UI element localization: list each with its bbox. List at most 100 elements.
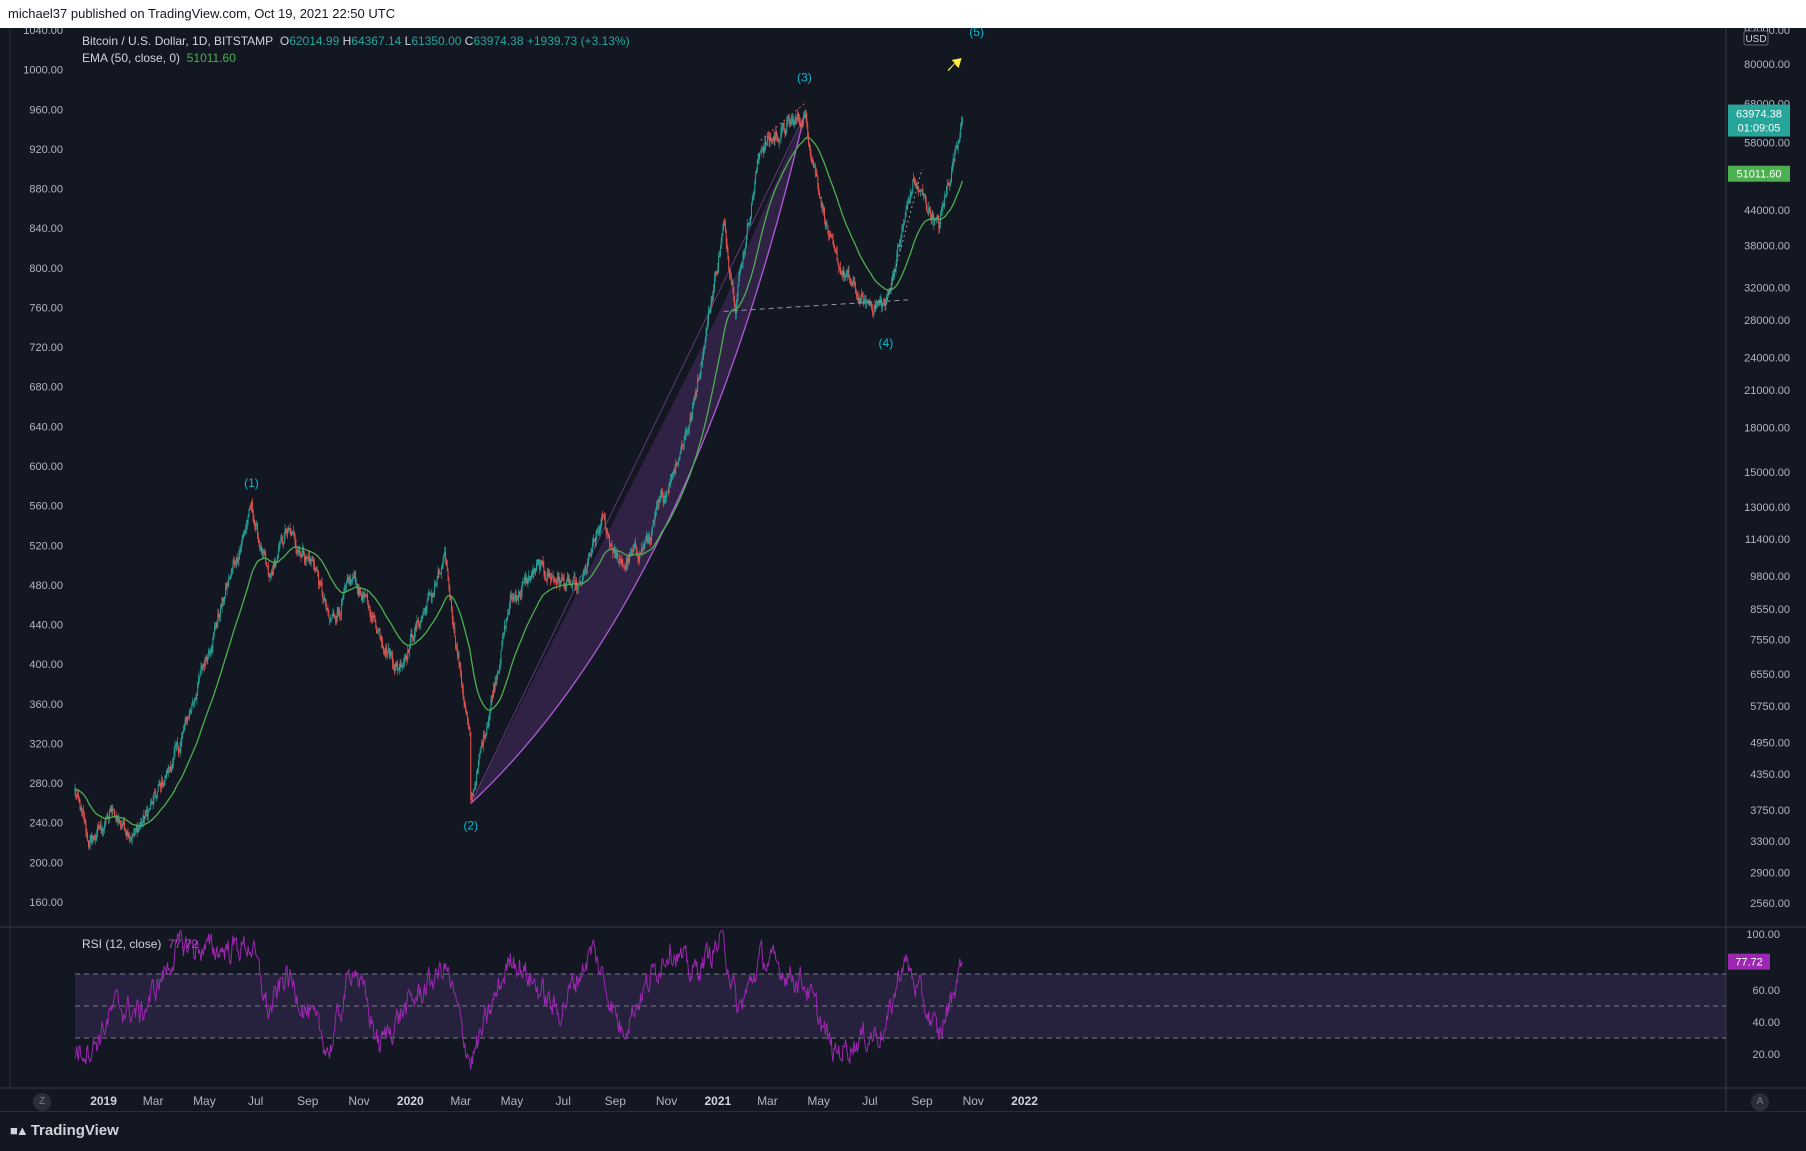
candle-body — [212, 639, 214, 650]
candle-body — [672, 473, 673, 478]
candle-body — [661, 490, 662, 495]
candle-body — [362, 594, 364, 598]
candle-body — [876, 304, 878, 306]
price-tick-label: 38000.00 — [1744, 241, 1790, 253]
candle-body — [373, 615, 375, 617]
ema-price-tag — [1728, 165, 1790, 182]
candle-body — [419, 625, 420, 627]
time-tick-label: Nov — [656, 1094, 677, 1108]
zoom-button[interactable]: Z — [33, 1093, 51, 1111]
candle-body — [850, 280, 852, 285]
candle-body — [231, 568, 233, 571]
ema-label[interactable]: EMA (50, close, 0) — [82, 51, 181, 65]
price-tick-label: 2560.00 — [1750, 898, 1790, 910]
candle-body — [699, 374, 701, 377]
rsi-label[interactable]: RSI (12, close) — [82, 937, 162, 951]
candle-body — [824, 208, 825, 219]
rsi-value-tag — [1728, 953, 1770, 970]
published-header: michael37 published on TradingView.com, … — [0, 0, 1806, 28]
candle-body — [293, 531, 295, 539]
candle-body — [856, 294, 858, 296]
candle-body — [421, 616, 423, 618]
candle-body — [959, 137, 961, 143]
candle-body — [687, 431, 689, 433]
candle-body — [650, 538, 652, 542]
candle-body — [743, 253, 745, 255]
candle-body — [321, 583, 323, 592]
ema-tag-value: 51011.60 — [1736, 169, 1781, 181]
candle-body — [223, 600, 225, 602]
candle-body — [232, 564, 234, 569]
candle-body — [770, 137, 772, 142]
candle-body — [882, 302, 884, 305]
candle-body — [777, 139, 779, 143]
auto-scale-button[interactable]: A — [1751, 1093, 1769, 1111]
candle-body — [950, 171, 952, 182]
candle-body — [916, 184, 918, 186]
symbol-name[interactable]: Bitcoin / U.S. Dollar, 1D, BITSTAMP — [82, 34, 274, 48]
candle-body — [361, 593, 362, 601]
candle-body — [543, 566, 545, 573]
candle-body — [643, 545, 645, 548]
candle-body — [224, 587, 226, 597]
candle-body — [164, 776, 166, 784]
candle-body — [793, 123, 795, 126]
candle-body — [134, 830, 136, 834]
candle-body — [244, 531, 246, 534]
currency-badge — [1743, 30, 1769, 46]
candle-body — [691, 414, 693, 420]
rsi-tick-label: 20.00 — [1752, 1049, 1780, 1061]
candle-body — [921, 190, 923, 191]
candle-body — [263, 552, 265, 553]
candle-body — [664, 494, 666, 499]
candle-body — [607, 532, 609, 534]
candle-body — [418, 622, 420, 627]
candle-body — [443, 556, 445, 562]
candle-body — [657, 503, 659, 505]
candle-body — [197, 683, 199, 694]
candle-body — [388, 648, 390, 656]
candle-body — [479, 752, 481, 755]
candle-body — [277, 549, 279, 555]
candle-body — [440, 568, 442, 574]
candle-body — [328, 611, 330, 618]
candle-body — [557, 576, 559, 578]
candle-body — [635, 543, 636, 548]
candle-body — [424, 608, 426, 611]
candle-body — [930, 214, 932, 222]
candle-body — [736, 296, 738, 304]
candle-body — [749, 222, 751, 224]
candle-body — [772, 136, 774, 140]
candle-body — [77, 794, 78, 797]
wave-label: (1) — [244, 476, 259, 490]
chart-canvas[interactable]: 92000.0080000.0068000.0058000.0044000.00… — [0, 28, 1806, 1111]
candle-body — [513, 597, 515, 601]
candle-body — [608, 536, 610, 544]
candle-body — [924, 195, 926, 202]
candle-body — [606, 532, 608, 534]
candle-body — [382, 642, 383, 648]
candle-body — [509, 595, 511, 605]
candle-body — [589, 554, 591, 556]
candle-body — [310, 558, 312, 561]
price-tick-label: 24000.00 — [1744, 353, 1790, 365]
candle-body — [932, 215, 934, 219]
candle-body — [898, 244, 900, 246]
candle-body — [340, 604, 342, 615]
candle-body — [290, 528, 292, 536]
candle-body — [845, 275, 847, 277]
candle-body — [198, 678, 199, 684]
tradingview-logo[interactable]: ■▲ TradingView — [10, 1122, 119, 1139]
candle-body — [327, 607, 329, 612]
candle-body — [291, 532, 293, 536]
candle-body — [405, 656, 407, 659]
candle-body — [858, 298, 860, 302]
candle-body — [219, 614, 220, 617]
candle-body — [364, 593, 366, 598]
candle-body — [875, 305, 877, 309]
candle-body — [345, 585, 347, 588]
candle-body — [563, 578, 565, 586]
candle-body — [270, 572, 272, 575]
candle-body — [256, 522, 258, 535]
candle-body — [554, 578, 556, 580]
